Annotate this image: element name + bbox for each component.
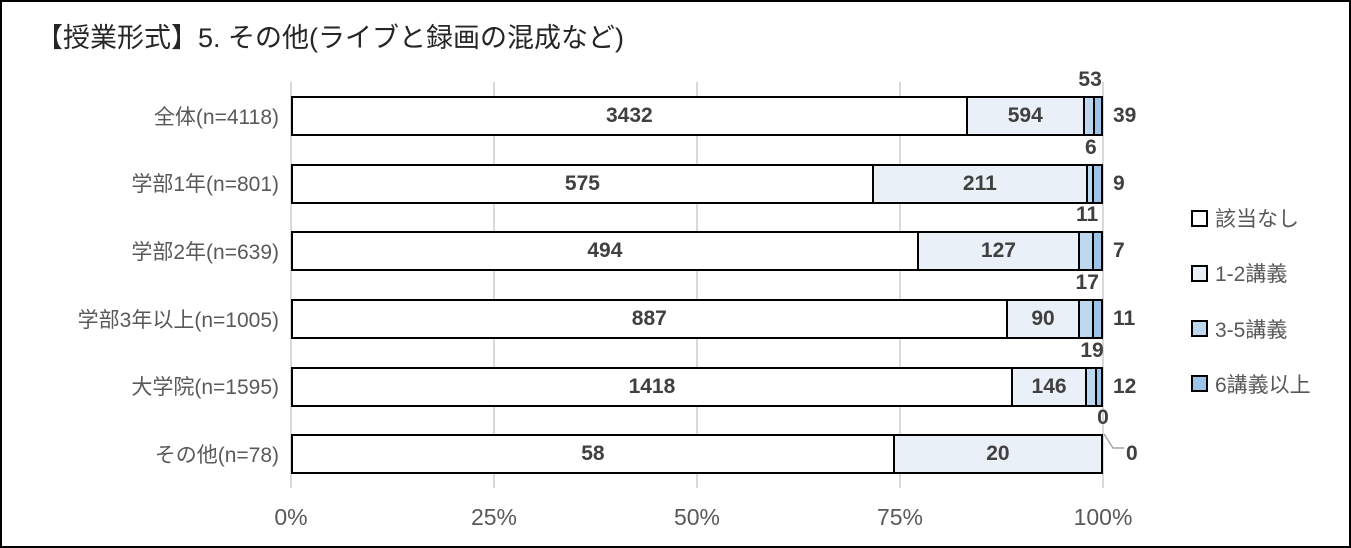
x-tick-label: 100%: [1073, 504, 1133, 530]
legend-item: 1-2講義: [1191, 261, 1288, 287]
data-label-above: 11: [1076, 203, 1099, 227]
data-label-inside: 146: [1031, 374, 1067, 398]
data-label-outside: 11: [1113, 306, 1136, 330]
category-label: 学部1年(n=801): [131, 173, 279, 197]
x-tick-label: 75%: [876, 504, 924, 530]
gridline: [1102, 82, 1104, 488]
data-label-inside: 127: [980, 239, 1016, 263]
bar-segment-4: [1091, 163, 1103, 204]
category-label: 学部3年以上(n=1005): [77, 308, 279, 332]
plot-area: 3432 594 53 39 575 211 6 9 494 127 11 7 887 90 17 11 141…: [290, 68, 1138, 488]
x-tick-label: 25%: [470, 504, 518, 530]
leader-line: [1103, 434, 1124, 449]
data-label-inside: 3432: [606, 103, 653, 127]
legend-label: 3-5講義: [1215, 318, 1288, 342]
data-label-inside: 887: [631, 306, 667, 330]
legend-item: 3-5講義: [1191, 317, 1288, 342]
gridline: [899, 82, 901, 488]
legend-item: 該当なし: [1191, 206, 1299, 231]
gridline: [696, 82, 698, 488]
bar-segment-2: 146: [1010, 366, 1088, 407]
legend-item: 6講義以上: [1191, 372, 1311, 397]
bar-row: 3432 594 53 39: [291, 68, 1136, 136]
category-label: 全体(n=4118): [153, 105, 279, 129]
bar-segment-2: 20: [892, 434, 1103, 475]
data-label-outside: 0: [1126, 442, 1138, 466]
bar-row: 1418 146 19 12: [291, 339, 1136, 407]
data-label-above: 17: [1075, 270, 1099, 294]
bar-segment-4: [1092, 298, 1103, 339]
data-label-above: 6: [1084, 135, 1097, 159]
legend-label: 6講義以上: [1215, 373, 1311, 397]
data-label-above: 53: [1078, 67, 1102, 91]
data-label-above: 19: [1080, 338, 1104, 362]
data-label-inside: 594: [1007, 103, 1043, 127]
bar-segment-1: 58: [291, 434, 895, 475]
data-label-inside: 58: [581, 442, 605, 466]
data-label-inside: 575: [564, 171, 600, 195]
x-tick-label: 50%: [673, 504, 721, 530]
data-label-inside: 1418: [628, 374, 676, 398]
data-label-outside: 12: [1113, 374, 1137, 398]
bar-segment-2: 90: [1005, 298, 1081, 339]
bar-segment-1: 494: [291, 231, 919, 272]
bar-row: 494 127 11 7: [291, 203, 1125, 272]
bar-row: 575 211 6 9: [291, 136, 1125, 204]
data-label-outside: 7: [1113, 239, 1125, 263]
gridline: [493, 82, 495, 488]
bar-segment-4: [1093, 95, 1103, 136]
data-label-inside: 494: [587, 239, 623, 263]
legend-swatch-icon: [1191, 375, 1208, 393]
chart-title: 【授業形式】5. その他(ライブと録画の混成など): [36, 23, 625, 53]
data-label-inside: 90: [1031, 306, 1055, 330]
bar-segment-2: 127: [916, 231, 1081, 272]
bar-segment-4: [1092, 231, 1103, 272]
legend-label: 該当なし: [1215, 208, 1299, 231]
data-label-above: 0: [1097, 406, 1109, 430]
data-label-inside: 211: [962, 171, 997, 195]
data-label-inside: 20: [986, 442, 1010, 466]
legend-swatch-icon: [1191, 209, 1208, 227]
legend-swatch-icon: [1191, 264, 1208, 282]
category-label: 学部2年(n=639): [131, 241, 279, 265]
data-label-outside: 39: [1113, 103, 1137, 127]
bar-row: 887 90 17 11: [291, 271, 1135, 339]
bar-segment-1: 575: [291, 163, 874, 204]
bar-segment-4: [1094, 366, 1103, 407]
bar-segment-2: 211: [871, 163, 1088, 204]
bar-row: 58 20 0 0: [291, 406, 1138, 475]
bar-segment-1: 3432: [291, 95, 968, 136]
x-tick-label: 0%: [274, 504, 308, 530]
data-label-outside: 9: [1113, 171, 1125, 195]
bar-segment-1: 1418: [291, 366, 1013, 407]
category-label: その他(n=78): [154, 444, 279, 468]
legend-label: 1-2講義: [1215, 263, 1288, 287]
category-label: 大学院(n=1595): [131, 376, 279, 400]
bar-segment-1: 887: [291, 298, 1008, 339]
bar-segment-2: 594: [965, 95, 1085, 136]
legend-swatch-icon: [1191, 320, 1208, 338]
gridline: [290, 82, 292, 488]
